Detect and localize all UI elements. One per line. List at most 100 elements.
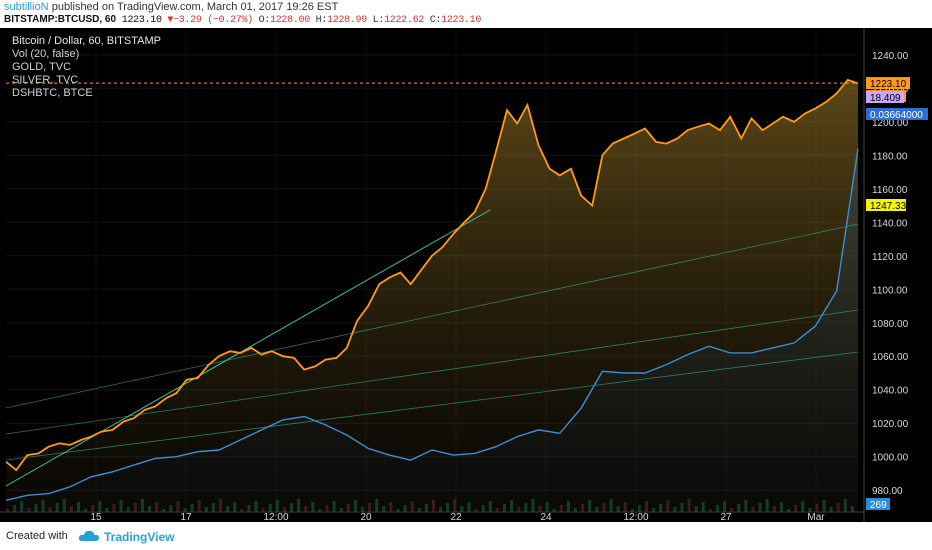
legend-title[interactable]: Bitcoin / Dollar, 60, BITSTAMP xyxy=(12,35,161,47)
x-tick-label: 12:00 xyxy=(263,512,288,522)
volume-bar xyxy=(531,499,535,512)
volume-bar xyxy=(183,508,187,512)
volume-bar xyxy=(275,500,279,512)
volume-bar xyxy=(730,508,734,512)
volume-bar xyxy=(325,505,329,512)
volume-bar xyxy=(190,504,194,512)
volume-bar xyxy=(233,502,237,512)
y-tick-label: 1160.00 xyxy=(872,185,908,196)
y-tick-label: 1080.00 xyxy=(872,319,909,330)
trend-line xyxy=(5,209,491,487)
volume-bar xyxy=(91,505,95,512)
volume-bar xyxy=(467,502,471,512)
high-value: 1228.99 xyxy=(327,15,367,26)
volume-bar xyxy=(751,507,755,512)
price-chart[interactable]: 1240.00 1220.00 1200.00 1180.00 1160.00 1140.… xyxy=(0,28,932,522)
volume-bar xyxy=(630,509,634,512)
y-tick-label: 1040.00 xyxy=(872,386,909,397)
trend-line xyxy=(5,351,859,461)
volume-bar xyxy=(765,499,769,512)
volume-bar xyxy=(77,502,80,512)
volume-bar xyxy=(850,506,854,512)
x-tick-label: 17 xyxy=(180,512,192,522)
volume-bar xyxy=(318,509,322,512)
volume-bar xyxy=(55,503,59,512)
volume-bar xyxy=(432,500,435,512)
volume-bar xyxy=(69,506,73,512)
volume-bar xyxy=(460,506,464,512)
volume-bar xyxy=(836,503,840,512)
volume-bar xyxy=(510,500,514,512)
x-tick-label: 27 xyxy=(720,512,732,522)
x-tick-label: Mar xyxy=(807,512,825,522)
legend-silver[interactable]: SILVER, TVC xyxy=(12,74,79,86)
volume-bar xyxy=(801,501,805,512)
author-link[interactable]: subtillioN xyxy=(4,1,49,13)
volume-bar xyxy=(290,503,293,512)
legend-volume[interactable]: Vol (20, false) xyxy=(12,48,80,60)
y-tick-label: 1140.00 xyxy=(872,218,908,229)
volume-bar xyxy=(98,501,102,512)
volume-bar xyxy=(403,505,407,512)
volume-bar xyxy=(417,508,421,512)
volume-bar xyxy=(794,505,798,512)
volume-bar xyxy=(637,505,641,512)
volume-bar xyxy=(446,503,450,512)
volume-bar xyxy=(673,507,677,512)
volume-bar xyxy=(488,501,492,512)
volume-bar xyxy=(723,501,727,512)
open-value: 1228.00 xyxy=(270,15,310,26)
volume-bar xyxy=(687,499,691,512)
volume-bar xyxy=(268,504,272,512)
volume-bar xyxy=(27,508,31,512)
x-tick-label: 12:00 xyxy=(623,512,648,522)
chart-area[interactable]: 1240.00 1220.00 1200.00 1180.00 1160.00 1140.… xyxy=(0,28,932,522)
volume-bar xyxy=(13,505,17,512)
volume-bar xyxy=(495,508,499,512)
volume-bar xyxy=(588,500,592,512)
last-price: 1223.10 xyxy=(121,15,162,26)
y-tick-label: 1020.00 xyxy=(872,419,909,430)
volume-bar xyxy=(254,501,258,512)
y-tick-label: 980.00 xyxy=(872,486,903,497)
gold-price-tag-bg xyxy=(866,199,906,211)
volume-bar xyxy=(169,505,173,512)
volume-tag-bg xyxy=(866,498,890,510)
volume-bar xyxy=(41,500,45,512)
high-label: H: xyxy=(315,15,328,26)
y-tick-label: 1240.00 xyxy=(872,51,909,62)
volume-bar xyxy=(822,500,826,512)
volume-bar xyxy=(155,502,159,512)
legend-gold[interactable]: GOLD, TVC xyxy=(12,61,72,73)
close-label: C: xyxy=(429,15,442,26)
tradingview-cloud-icon xyxy=(78,530,99,541)
volume-bar xyxy=(304,506,308,512)
volume-tag: 269 xyxy=(870,500,887,511)
volume-bar xyxy=(439,507,443,512)
volume-bar xyxy=(339,508,343,512)
volume-bar xyxy=(559,505,563,512)
volume-bar xyxy=(595,507,599,512)
dshbtc-price-tag-bg xyxy=(866,108,928,120)
volume-bar xyxy=(666,500,670,512)
volume-bar xyxy=(361,507,364,512)
legend-dshbtc[interactable]: DSHBTC, BTCE xyxy=(12,87,93,99)
silver-line xyxy=(5,148,859,501)
volume-bar xyxy=(708,509,712,512)
change-down-icon: ▼ xyxy=(167,15,174,26)
tradingview-brand-link[interactable]: TradingView xyxy=(104,530,175,544)
volume-bar xyxy=(424,504,428,512)
volume-bar xyxy=(552,509,556,512)
x-tick-label: 20 xyxy=(360,512,372,522)
volume-bar xyxy=(680,503,684,512)
volume-bar xyxy=(581,504,585,512)
trend-line xyxy=(5,223,859,409)
x-tick-label: 15 xyxy=(90,512,102,522)
trend-line xyxy=(5,309,859,435)
volume-bar xyxy=(645,501,648,512)
y-tick-label: 1000.00 xyxy=(872,453,909,464)
volume-bar xyxy=(148,506,151,512)
y-tick-label: 1180.00 xyxy=(872,151,908,162)
volume-bar xyxy=(211,503,215,512)
volume-bar xyxy=(396,509,400,512)
